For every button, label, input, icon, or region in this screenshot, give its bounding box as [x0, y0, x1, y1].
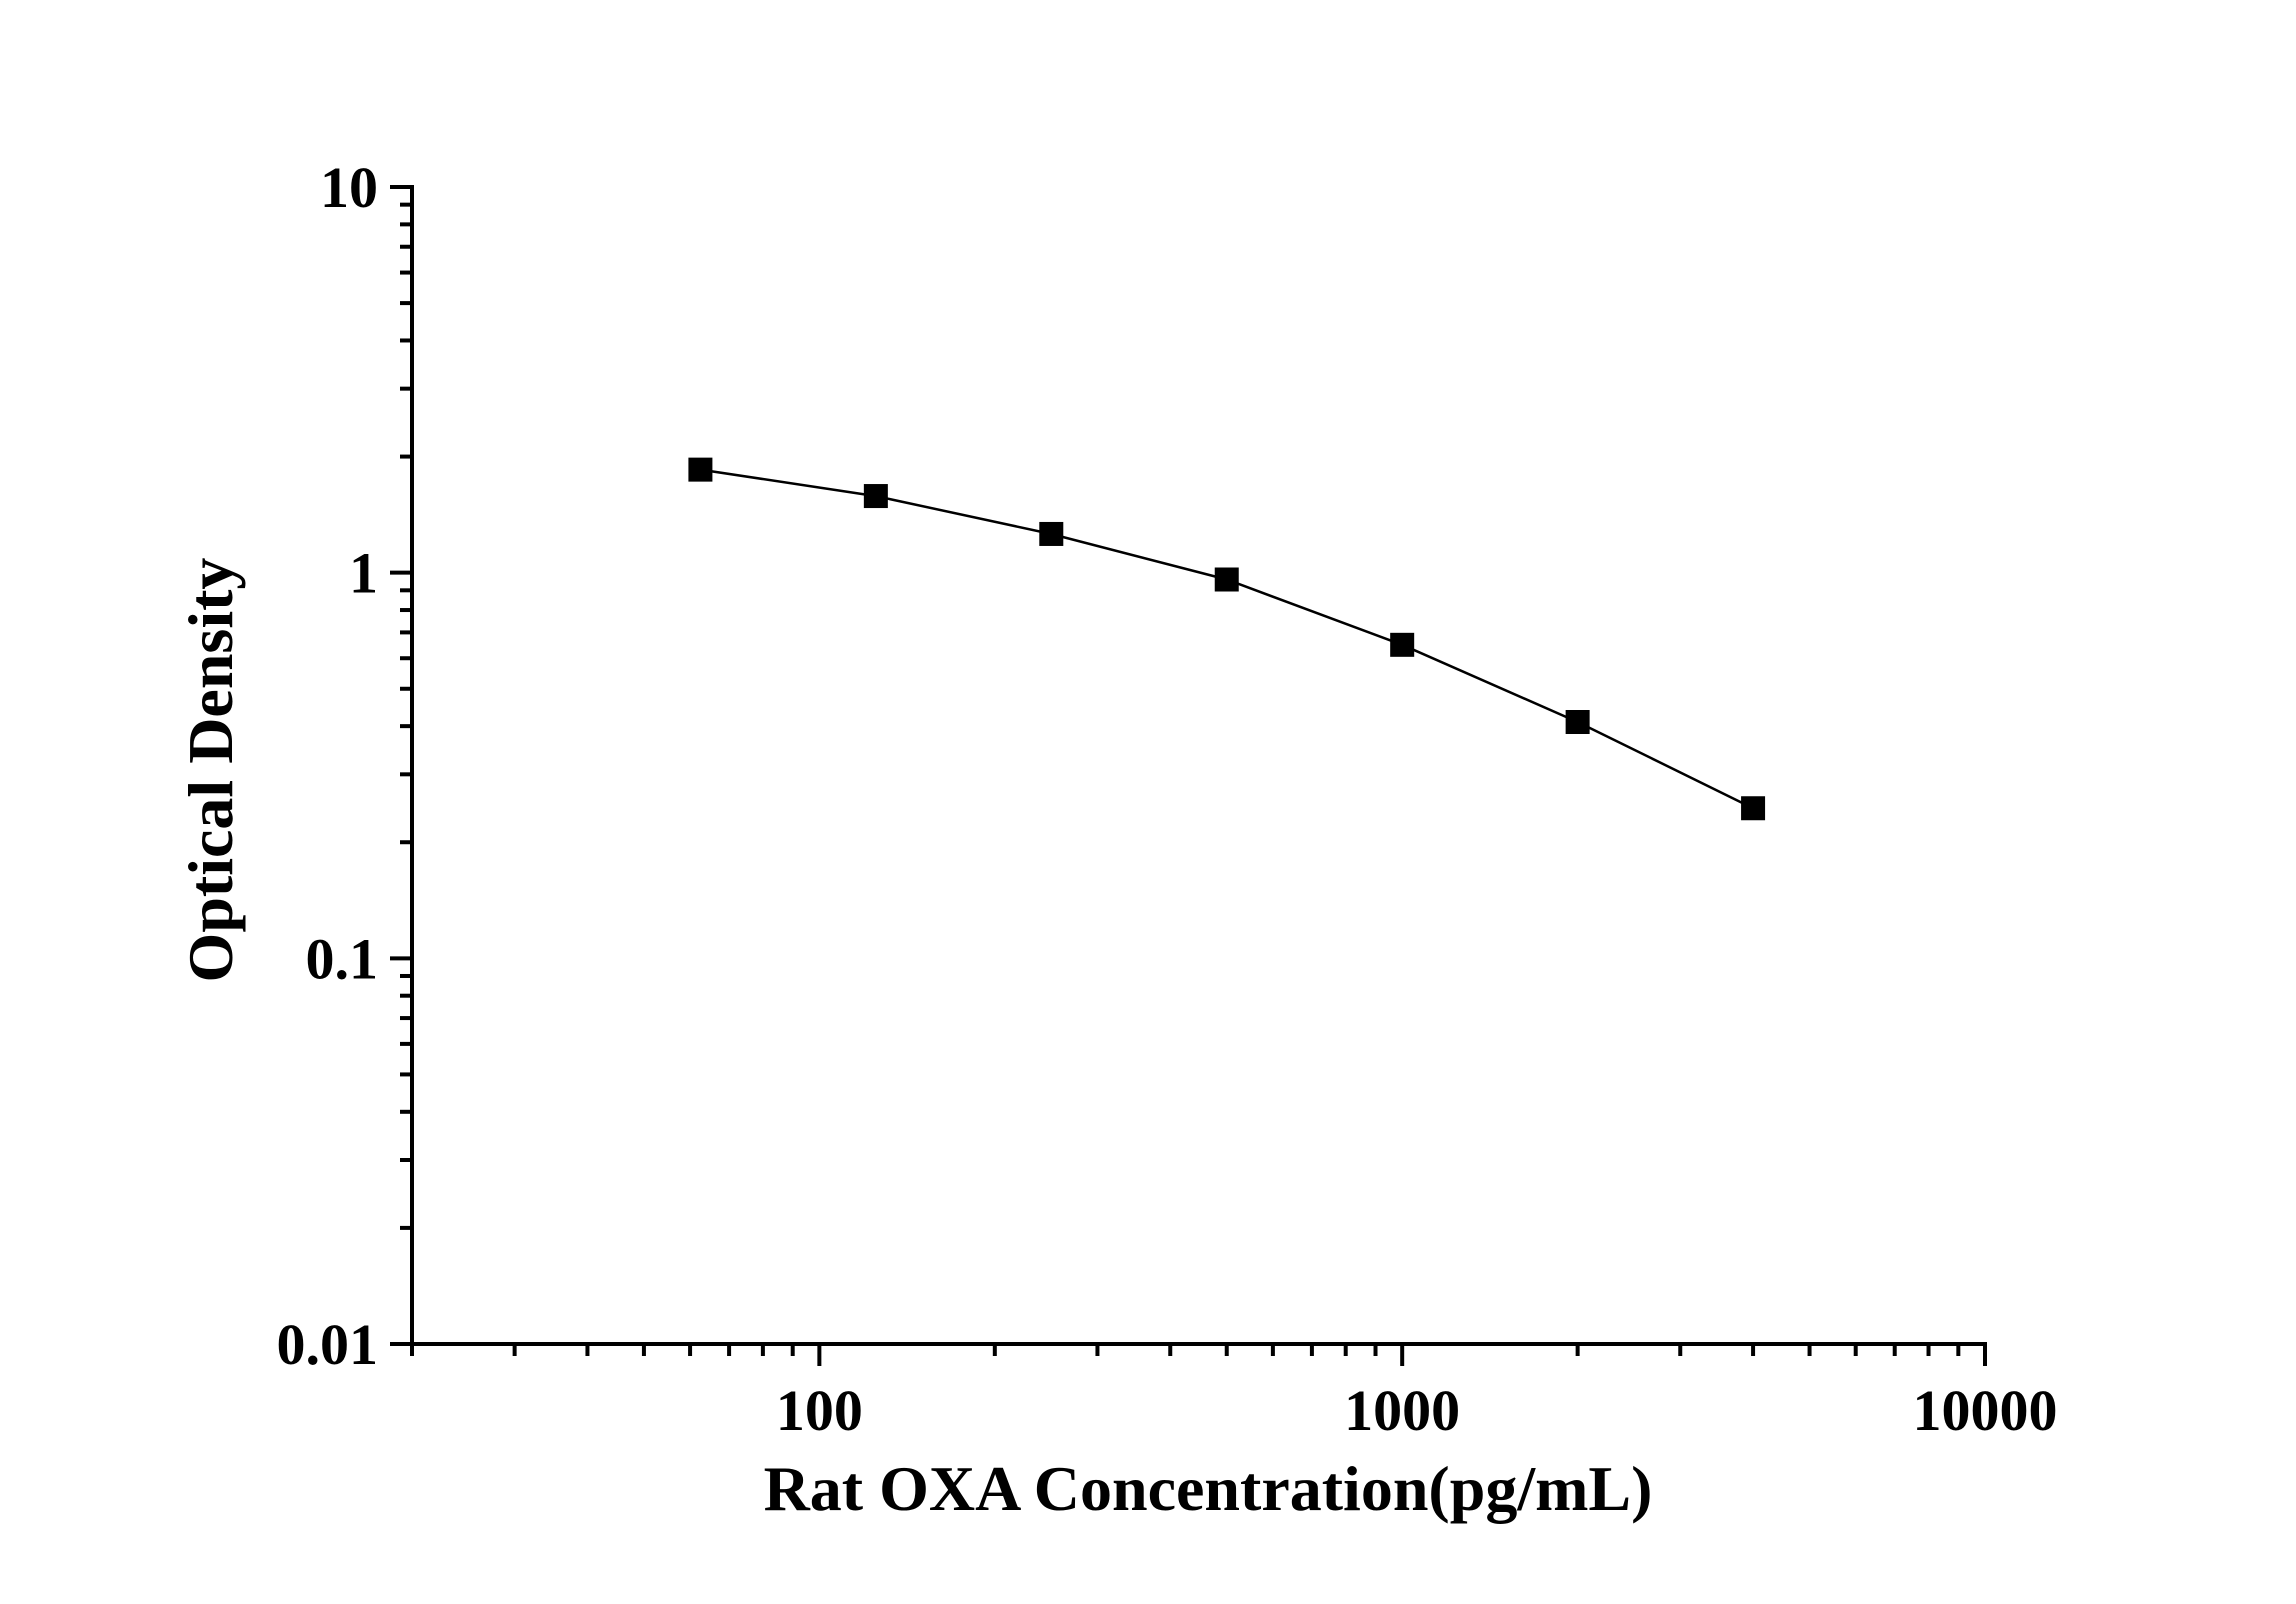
data-point-marker [1039, 521, 1064, 546]
x-tick-label: 1000 [1344, 1378, 1460, 1443]
data-point-marker [1390, 632, 1415, 657]
series-line [700, 468, 1754, 810]
data-point-marker [1214, 567, 1239, 592]
x-tick-label: 100 [776, 1378, 863, 1443]
data-point-marker [1565, 710, 1590, 735]
y-tick-label: 0.01 [277, 1312, 379, 1377]
x-tick-label: 10000 [1913, 1378, 2058, 1443]
series-lines [700, 468, 1754, 810]
data-point-marker [688, 457, 713, 482]
y-tick-label: 10 [320, 155, 378, 220]
data-point-marker [863, 484, 888, 509]
data-point-marker [1741, 796, 1766, 821]
y-tick-label: 1 [349, 541, 378, 606]
y-ticks [390, 185, 412, 1346]
x-ticks [410, 1344, 1987, 1366]
y-tick-labels: 10 1 0.1 0.01 [277, 155, 379, 1377]
x-axis-title: Rat OXA Concentration(pg/mL) [764, 1453, 1653, 1524]
y-tick-label: 0.1 [306, 926, 379, 991]
axes [410, 185, 1987, 1346]
x-tick-labels: 100 1000 10000 [776, 1378, 2058, 1443]
y-axis-title: Optical Density [175, 558, 246, 983]
series-markers [688, 457, 1766, 821]
